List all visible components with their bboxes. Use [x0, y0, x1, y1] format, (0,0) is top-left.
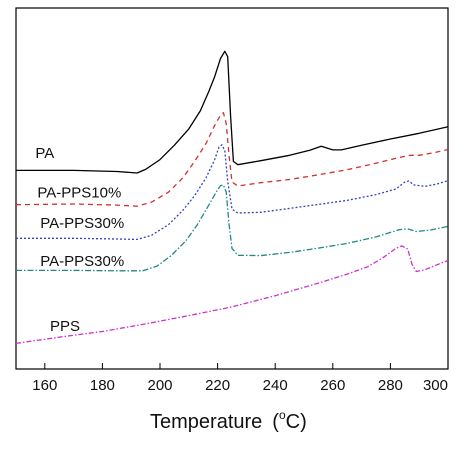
series-line-1 — [16, 50, 449, 174]
series-label-2: PA-PPS10% — [37, 185, 121, 202]
x-tick-label: 280 — [378, 377, 403, 394]
series-line-4 — [16, 184, 449, 272]
x-tick-label: 260 — [320, 377, 345, 394]
x-axis-unit-degree: o — [279, 408, 286, 422]
x-tick-label: 220 — [205, 377, 230, 394]
series-line-5 — [15, 245, 449, 345]
x-axis-title: Temperature (oC) — [150, 408, 307, 433]
x-axis-unit-close: C) — [286, 411, 307, 433]
x-tick-label: 180 — [90, 377, 115, 394]
x-axis-ticks: 160 180 200 220 240 260 280 300 — [32, 363, 449, 394]
series-layer — [15, 50, 449, 345]
series-label-1: PA — [35, 145, 54, 162]
series-label-3: PA-PPS30% — [40, 215, 124, 232]
x-tick-label: 240 — [263, 377, 288, 394]
series-line-3 — [16, 144, 449, 241]
series-label-5: PPS — [50, 318, 80, 335]
x-tick-label: 160 — [32, 377, 57, 394]
x-axis-title-text: Temperature — [150, 411, 262, 433]
series-line-2 — [15, 112, 449, 207]
x-tick-label: 300 — [423, 377, 448, 394]
series-label-4: PA-PPS30% — [40, 253, 124, 270]
plot-frame — [15, 7, 449, 370]
series-labels: PA PA-PPS10% PA-PPS30% PA-PPS30% PPS — [35, 145, 124, 335]
x-tick-label: 200 — [147, 377, 172, 394]
x-axis-unit-open: ( — [272, 411, 279, 433]
